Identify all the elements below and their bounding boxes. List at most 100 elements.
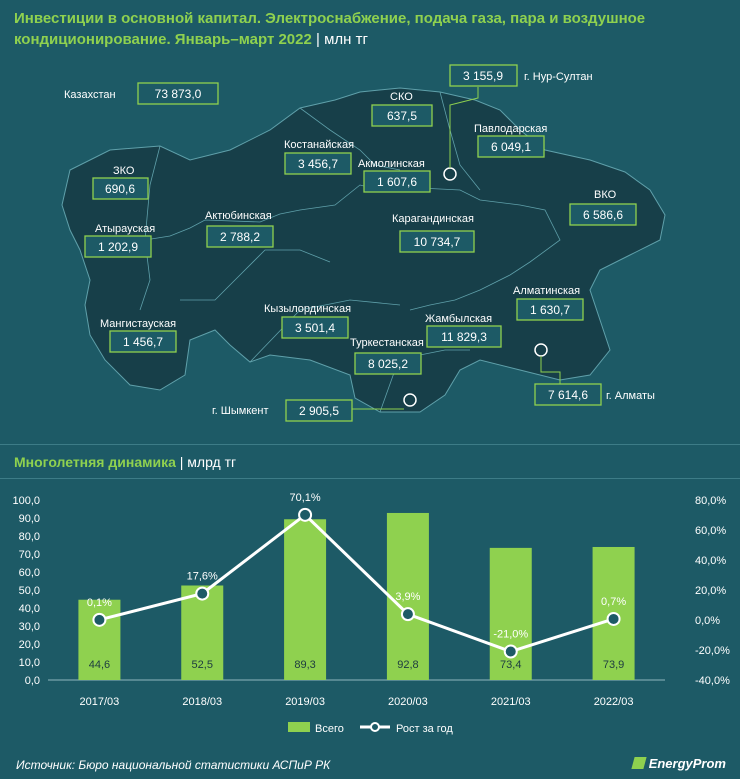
growth-point-label: -21,0% (493, 629, 528, 641)
x-tick-label: 2020/03 (388, 696, 428, 708)
total-value: 73 873,0 (155, 87, 202, 101)
subtitle-separator: | (179, 454, 184, 470)
bar-value-label: 92,8 (397, 659, 418, 671)
region-value-shymkent: 2 905,5 (299, 404, 339, 418)
region-value-box-mangistau: 1 456,7 (109, 330, 177, 353)
region-value-box-aktobe: 2 788,2 (206, 225, 274, 248)
region-value-zhambyl: 11 829,3 (441, 330, 487, 344)
bar-value-label: 44,6 (89, 659, 110, 671)
y-tick-label: 30,0 (19, 621, 40, 633)
y2-tick-label: 80,0% (695, 495, 726, 507)
total-value-box: 73 873,0 (137, 82, 219, 105)
growth-point (298, 507, 313, 522)
title-unit: млн тг (324, 31, 368, 48)
region-value-box-shymkent: 2 905,5 (285, 399, 353, 422)
divider-top (0, 444, 740, 445)
dynamics-chart: 0,0 10,0 20,0 30,0 40,0 50,0 60,0 70,0 80,0 90,0 1… (12, 492, 730, 735)
y2-tick-label: -40,0% (695, 675, 730, 687)
y-tick-label: 100,0 (12, 495, 40, 507)
brand-icon (631, 757, 647, 769)
region-value-box-nur-sultan: 3 155,9 (449, 64, 518, 87)
subtitle-unit: млрд тг (187, 454, 237, 470)
leader-lines (350, 87, 561, 410)
legend-bar-swatch (288, 722, 310, 732)
growth-point (195, 586, 210, 601)
x-tick-label: 2022/03 (594, 696, 634, 708)
region-value-kostanay: 3 456,7 (298, 157, 338, 171)
kazakhstan-map: Казахстан 73 873,0 СКО 637,5 3 155,9 г. … (61, 64, 666, 422)
y-tick-label: 60,0 (19, 567, 40, 579)
region-value-nur-sultan: 3 155,9 (463, 69, 503, 83)
region-name-mangistau: Мангистауская (100, 318, 176, 330)
region-value-pavlodar: 6 049,1 (491, 140, 531, 154)
growth-point-label: 17,6% (187, 571, 218, 583)
map-shape (61, 87, 666, 413)
x-tick-label: 2018/03 (182, 696, 222, 708)
region-value-box-vko: 6 586,6 (569, 203, 637, 226)
region-value-box-zhambyl: 11 829,3 (426, 325, 502, 348)
region-value-box-almaty-city: 7 614,6 (534, 383, 602, 406)
growth-point-label: 0,7% (601, 596, 626, 608)
bar (284, 519, 327, 680)
region-name-turkestan: Туркестанская (350, 337, 424, 349)
region-name-almaty-reg: Алматинская (513, 285, 580, 297)
region-value-box-pavlodar: 6 049,1 (477, 135, 545, 158)
region-value-box-akmola: 1 607,6 (363, 170, 431, 193)
y-tick-label: 0,0 (25, 675, 40, 687)
bar-value-label: 73,9 (603, 659, 624, 671)
region-value-sko: 637,5 (387, 109, 417, 123)
subtitle-text: Многолетняя динамика (14, 454, 176, 470)
growth-point (606, 611, 621, 626)
region-value-box-turkestan: 8 025,2 (354, 352, 422, 375)
region-value-box-kyzylorda: 3 501,4 (281, 316, 349, 339)
region-value-atyrau: 1 202,9 (98, 240, 138, 254)
y2-tick-label: 60,0% (695, 525, 726, 537)
region-name-kyzylorda: Кызылординская (264, 303, 351, 315)
region-name-zko: ЗКО (113, 165, 135, 177)
region-name-aktobe: Актюбинская (205, 210, 272, 222)
y-tick-label: 80,0 (19, 531, 40, 543)
region-value-box-zko: 690,6 (92, 177, 149, 200)
region-name-shymkent: г. Шымкент (212, 405, 269, 417)
growth-point (503, 644, 518, 659)
y-tick-label: 20,0 (19, 639, 40, 651)
region-value-akmola: 1 607,6 (377, 175, 417, 189)
y-tick-label: 40,0 (19, 603, 40, 615)
bar-value-label: 89,3 (294, 659, 315, 671)
brand-name: EnergyProm (648, 756, 726, 771)
region-name-nur-sultan: г. Нур-Султан (524, 71, 593, 83)
region-name-zhambyl: Жамбылская (425, 313, 492, 325)
growth-point (92, 612, 107, 627)
bar (386, 512, 429, 680)
y-tick-label: 10,0 (19, 657, 40, 669)
legend-bar-label: Всего (315, 723, 344, 735)
brand-logo: EnergyProm (631, 756, 726, 771)
y-tick-label: 70,0 (19, 549, 40, 561)
y2-tick-label: 40,0% (695, 555, 726, 567)
region-value-karaganda: 10 734,7 (414, 235, 461, 249)
region-name-pavlodar: Павлодарская (474, 123, 547, 135)
total-label: Казахстан (64, 89, 116, 101)
region-name-vko: ВКО (594, 189, 617, 201)
region-name-almaty-city: г. Алматы (606, 390, 655, 402)
y2-tick-label: -20,0% (695, 645, 730, 657)
region-value-box-atyrau: 1 202,9 (84, 235, 152, 258)
region-value-aktobe: 2 788,2 (220, 230, 260, 244)
shymkent-marker (403, 393, 417, 407)
divider-chart (0, 478, 740, 479)
y-tick-label: 90,0 (19, 513, 40, 525)
bar-value-label: 52,5 (192, 659, 213, 671)
region-value-vko: 6 586,6 (583, 208, 623, 222)
region-value-zko: 690,6 (105, 182, 135, 196)
region-value-almaty-city: 7 614,6 (548, 388, 588, 402)
legend-line-label: Рост за год (396, 723, 453, 735)
region-name-akmola: Акмолинская (358, 158, 425, 170)
growth-point-label: 70,1% (289, 492, 320, 504)
y-tick-label: 50,0 (19, 585, 40, 597)
bar (181, 585, 224, 680)
region-borders (139, 91, 561, 413)
growth-point-label: 3,9% (395, 591, 420, 603)
region-value-box-almaty-reg: 1 630,7 (516, 298, 584, 321)
footer: Источник: Бюро национальной статистики А… (0, 752, 740, 779)
region-value-box-sko: 637,5 (371, 104, 433, 127)
